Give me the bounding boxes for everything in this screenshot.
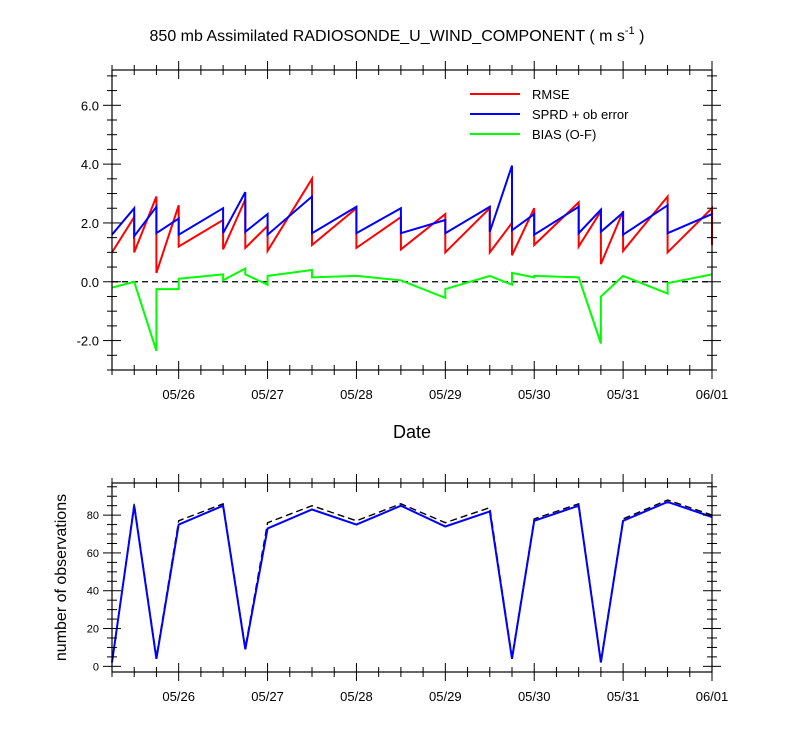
bottom-frame xyxy=(111,482,713,673)
top-xtick-label: 06/01 xyxy=(696,387,729,402)
top-ytick-label: 0.0 xyxy=(81,275,99,290)
bottom-xtick-label: 05/30 xyxy=(518,689,551,704)
top-xtick-label: 05/29 xyxy=(429,387,462,402)
bottom-xtick-label: 05/31 xyxy=(607,689,640,704)
top-ytick-label: 2.0 xyxy=(81,216,99,231)
bottom-series-possible-observations xyxy=(111,499,713,663)
svg-text:850 mb Assimilated RADIOSONDE_: 850 mb Assimilated RADIOSONDE_U_WIND_COM… xyxy=(150,25,645,45)
top-xlabel: Date xyxy=(393,422,431,442)
top-series-bias-o-f xyxy=(111,266,713,352)
bottom-xtick-label: 05/29 xyxy=(429,689,462,704)
top-legend: RMSE SPRD + ob error BIAS (O-F) xyxy=(470,87,629,142)
bottom-xtick-label: 05/28 xyxy=(340,689,373,704)
top-ytick-label: 4.0 xyxy=(81,157,99,172)
top-xtick-label: 05/26 xyxy=(162,387,195,402)
top-ytick-label: 6.0 xyxy=(81,98,99,113)
top-xtick-label: 05/28 xyxy=(340,387,373,402)
bottom-ytick-label: 40 xyxy=(87,586,99,598)
top-series-rmse xyxy=(111,175,713,274)
legend-label-1: SPRD + ob error xyxy=(532,107,629,122)
bottom-xtick-label: 05/27 xyxy=(251,689,284,704)
bottom-ytick-label: 80 xyxy=(87,510,99,522)
top-frame xyxy=(111,69,713,371)
top-xtick-label: 05/27 xyxy=(251,387,284,402)
top-plot: 05/26 05/27 05/28 05/29 05/30 05/31 06/01 -2.0 0… xyxy=(77,61,729,442)
bottom-plot: 05/26 05/27 05/28 05/29 05/30 05/31 06/01 0 20 40… xyxy=(53,474,728,704)
chart-title: 850 mb Assimilated RADIOSONDE_U_WIND_COM… xyxy=(150,25,645,45)
top-series-sprd-ob-error xyxy=(111,165,713,240)
legend-label-2: BIAS (O-F) xyxy=(532,127,596,142)
bottom-xtick-label: 05/26 xyxy=(162,689,195,704)
legend-label-0: RMSE xyxy=(532,87,570,102)
top-xtick-label: 05/30 xyxy=(518,387,551,402)
title-main: 850 mb Assimilated RADIOSONDE_U_WIND_COM… xyxy=(150,28,625,45)
bottom-ylabel: number of observations xyxy=(53,494,70,661)
bottom-ytick-label: 60 xyxy=(87,548,99,560)
bottom-xtick-label: 06/01 xyxy=(696,689,729,704)
bottom-ytick-label: 0 xyxy=(93,661,99,673)
bottom-ytick-label: 20 xyxy=(87,624,99,636)
top-ytick-label: -2.0 xyxy=(77,334,99,349)
top-xtick-label: 05/31 xyxy=(607,387,640,402)
title-superscript: -1 xyxy=(625,25,635,37)
title-close: ) xyxy=(635,28,645,45)
bottom-series-assimilated-observations xyxy=(111,500,713,663)
